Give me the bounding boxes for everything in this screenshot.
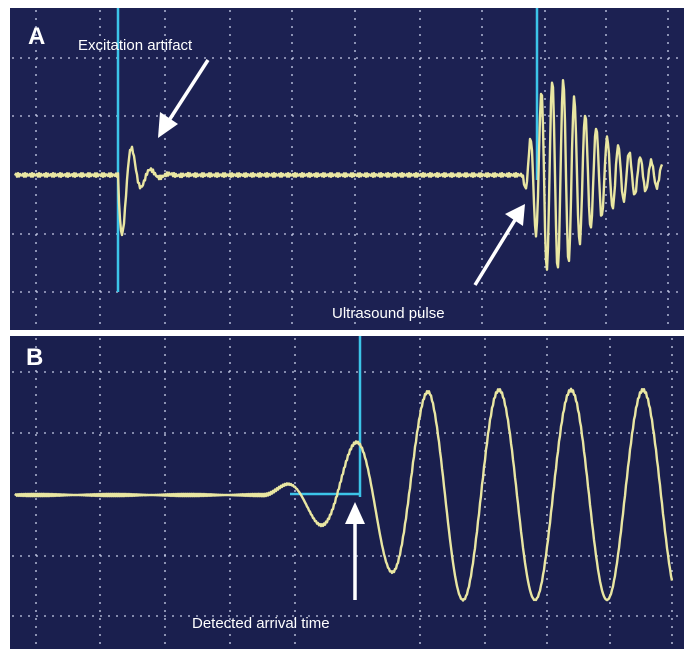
arrow <box>473 219 517 286</box>
annotation: Ultrasound pulse <box>332 305 445 322</box>
waveform <box>13 79 664 271</box>
annotation: Detected arrival time <box>192 615 330 632</box>
annotation: Excitation artifact <box>78 37 193 54</box>
arrow-head <box>345 502 365 524</box>
panel-b-screen <box>10 336 684 649</box>
panel-label: A <box>28 23 45 50</box>
arrow-head <box>158 112 178 138</box>
arrow-head <box>505 204 525 226</box>
arrow <box>166 59 210 123</box>
panel-label: B <box>26 344 43 371</box>
waveform <box>14 387 674 602</box>
